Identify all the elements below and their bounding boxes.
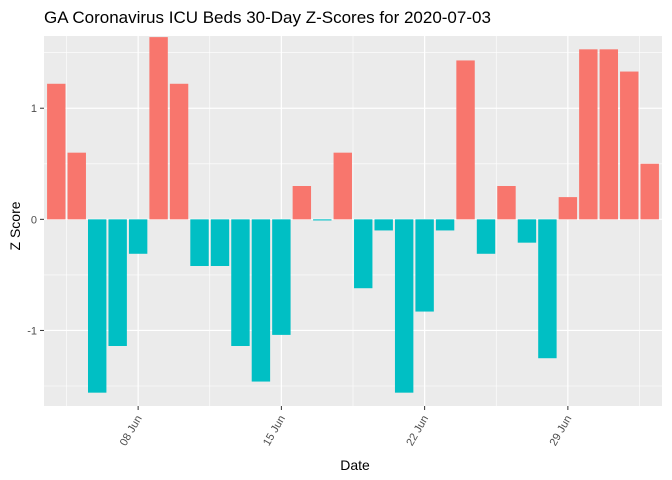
bar [231, 219, 250, 346]
bar [558, 197, 578, 220]
bar [272, 219, 291, 335]
bar [128, 219, 148, 254]
bar [108, 219, 127, 346]
bar [620, 71, 639, 220]
bar [640, 163, 659, 220]
bar [149, 37, 168, 220]
bar [517, 219, 537, 243]
bar [333, 152, 352, 220]
x-tick-label: 29 Jun [548, 414, 575, 449]
bar [538, 219, 557, 359]
y-axis-title: Z Score [7, 201, 23, 250]
bar [210, 219, 230, 266]
bar [497, 186, 516, 220]
x-tick-label: 15 Jun [261, 414, 288, 449]
x-axis: 08 Jun 15 Jun 22 Jun 29 Jun [118, 406, 575, 449]
bar [476, 219, 496, 254]
bar [292, 186, 312, 220]
chart-title: GA Coronavirus ICU Beds 30-Day Z-Scores … [44, 8, 491, 27]
y-tick-label: 1 [31, 103, 37, 115]
bar [599, 49, 619, 220]
bar [354, 219, 373, 289]
bar [313, 219, 332, 221]
bar [190, 219, 209, 266]
bar [579, 49, 598, 220]
bar [394, 219, 414, 393]
bar [47, 83, 66, 220]
bar [67, 152, 86, 220]
bar [251, 219, 271, 382]
y-tick-label: 0 [31, 214, 37, 226]
grid-minor [44, 36, 662, 406]
x-axis-title: Date [340, 457, 370, 473]
bar [374, 219, 393, 231]
bars [47, 37, 659, 393]
bar [87, 219, 107, 393]
x-tick-label: 08 Jun [118, 414, 145, 449]
bar [169, 83, 189, 220]
bar [435, 219, 455, 231]
bar [456, 60, 475, 220]
bar [415, 219, 434, 312]
x-tick-label: 22 Jun [404, 414, 431, 449]
y-tick-label: -1 [27, 325, 37, 337]
y-axis: -1 0 1 [27, 103, 44, 337]
